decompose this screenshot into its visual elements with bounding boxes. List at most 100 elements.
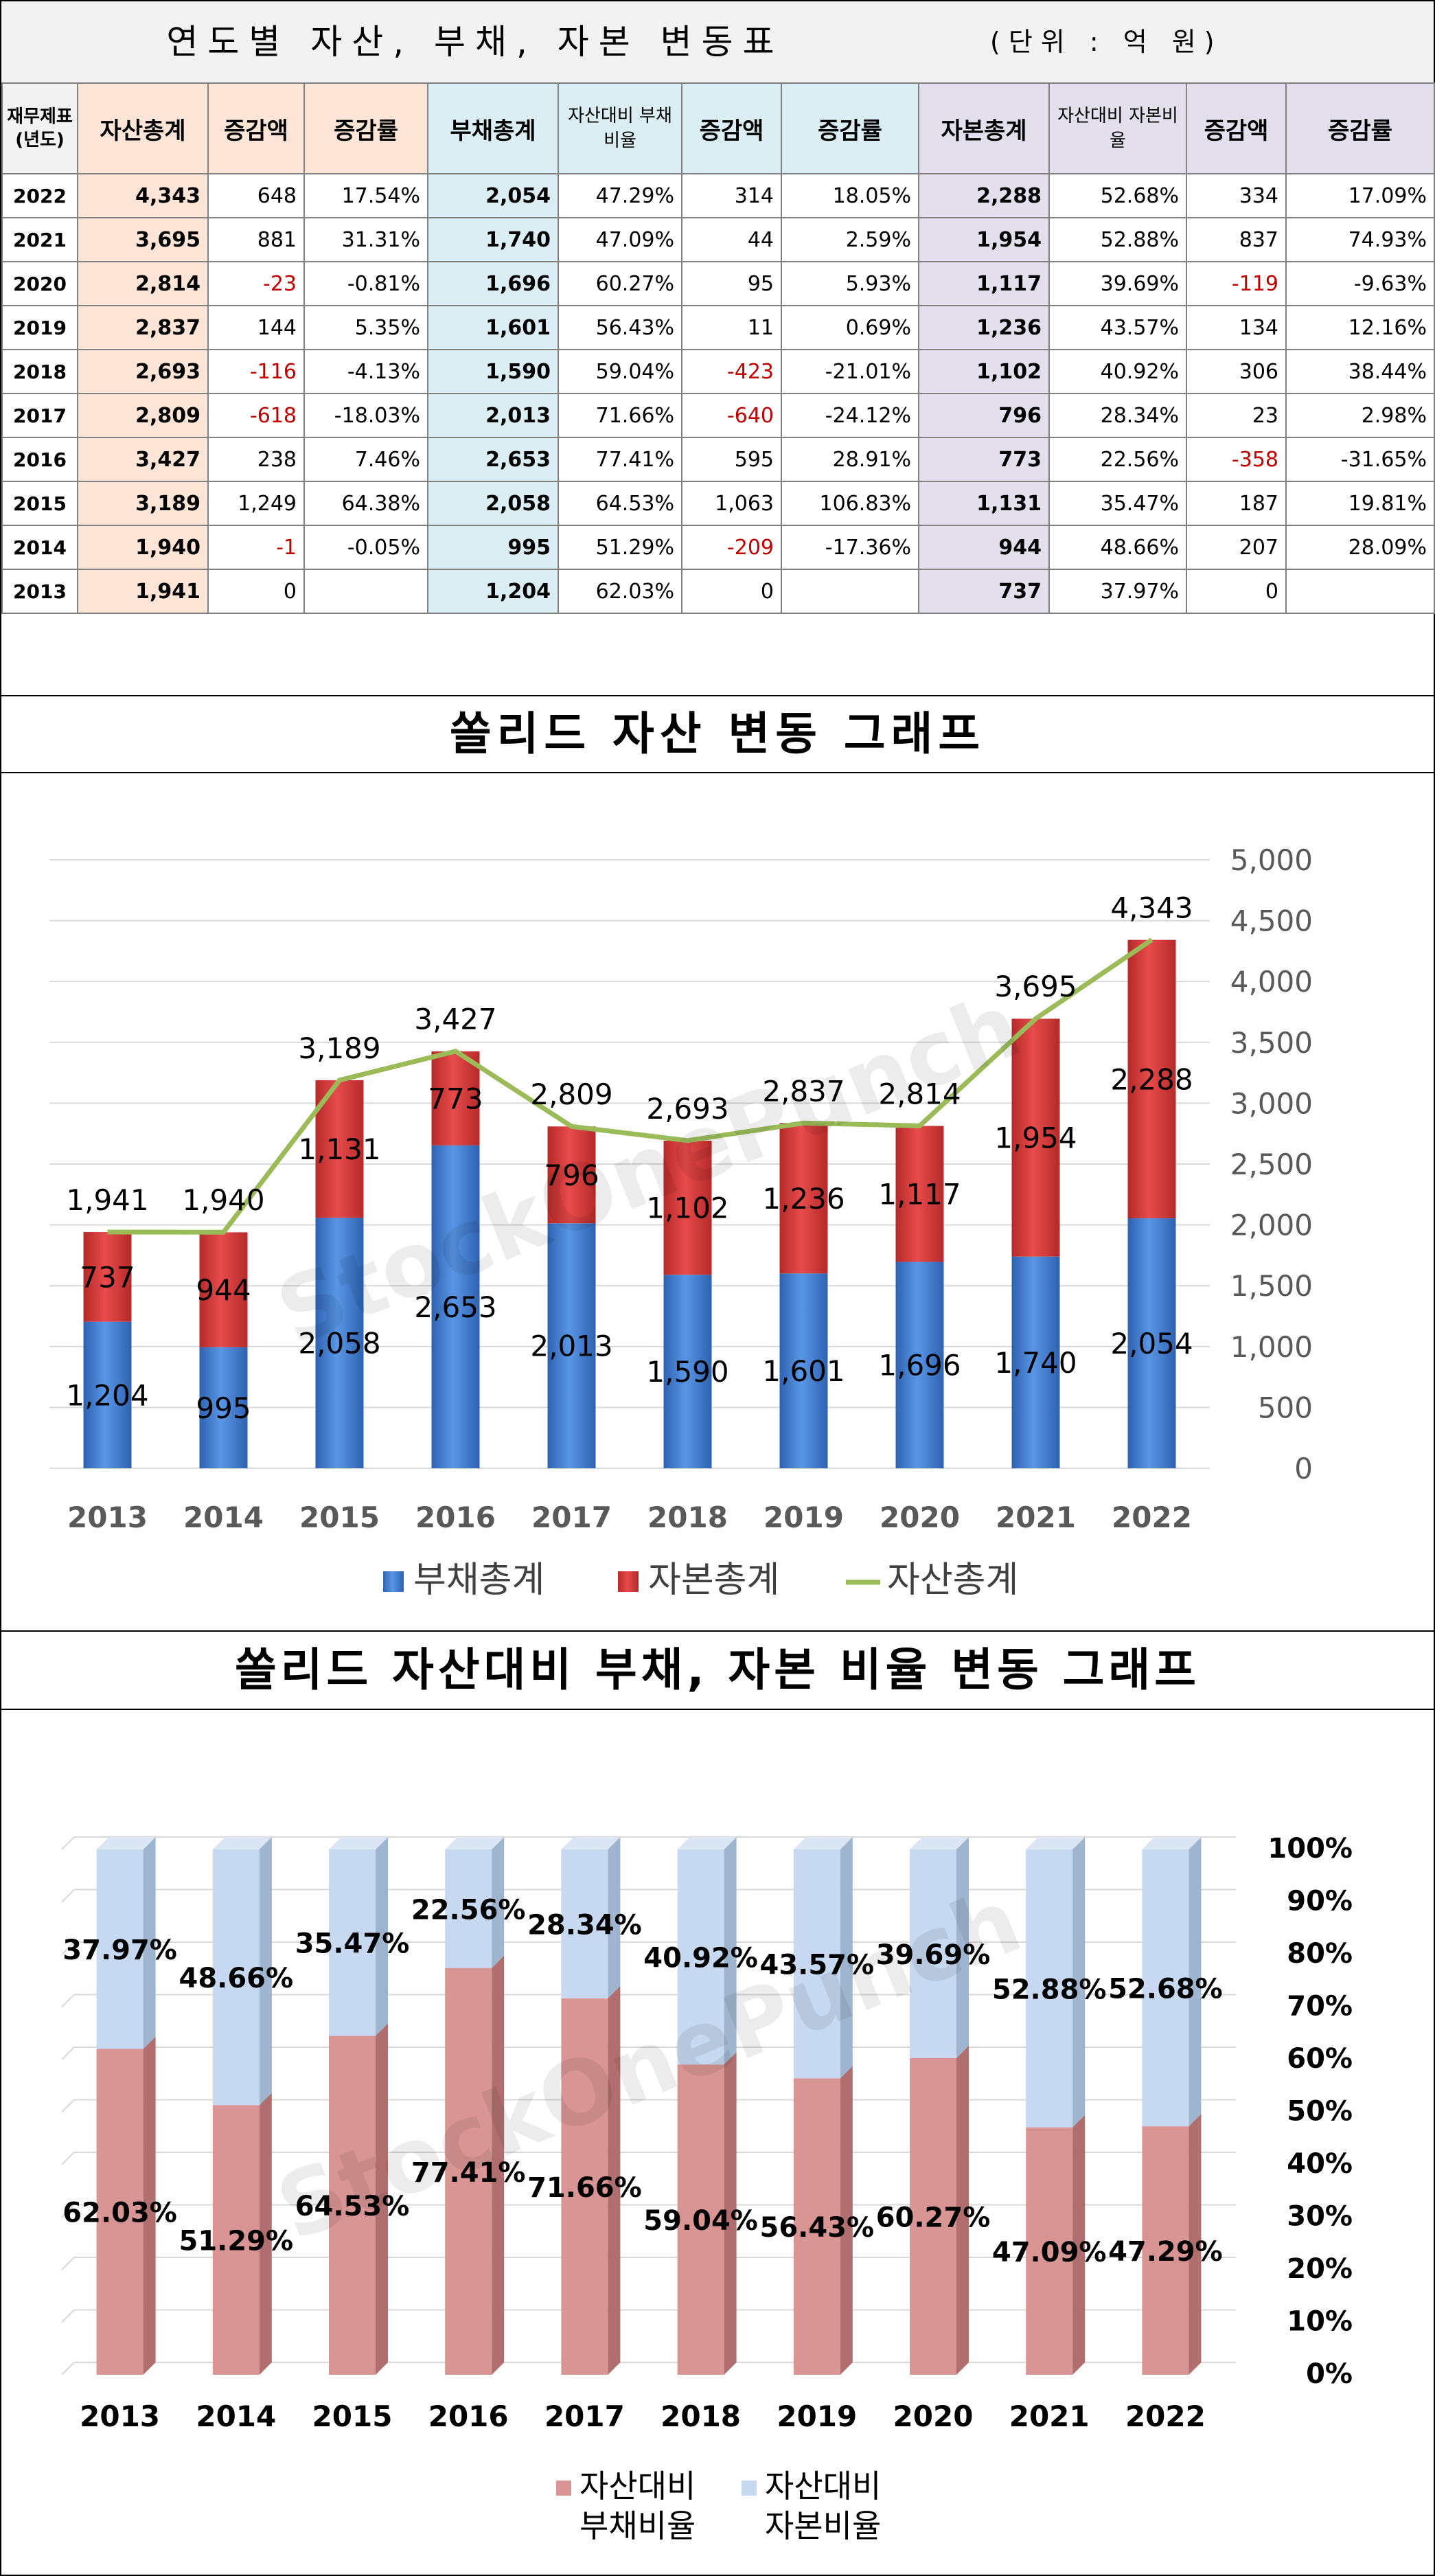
header-capital-rate: 증감률	[1285, 82, 1435, 174]
capital-ratio-bar	[561, 1849, 608, 1998]
y-tick-label: 50%	[1287, 2096, 1353, 2128]
x-tick-label: 2018	[661, 2400, 741, 2433]
capital-bar	[779, 1123, 828, 1274]
table-cell-c-ratio: 39.69%	[1048, 261, 1187, 306]
capital-ratio-bar-top	[96, 1837, 156, 1849]
y-tick-label: 0	[1294, 1452, 1313, 1485]
capital-bar	[663, 1140, 712, 1275]
financial-table: 재무제표(년도) 자산총계 증감액 증감률 부채총계 자산대비 부채비율 증감액…	[1, 82, 1435, 614]
capital-ratio-bar-side	[724, 1837, 737, 2065]
table-cell-d-ratio: 60.27%	[558, 261, 682, 306]
debt-value-label: 1,590	[646, 1355, 728, 1389]
table-cell-c-chg: -358	[1186, 437, 1287, 482]
table-cell-a-rate: 5.35%	[303, 305, 428, 350]
debt-ratio-bar-side	[259, 2093, 272, 2375]
table-title-bar: 연도별 자산, 부채, 자본 변동표 (단위 : 억 원)	[1, 1, 1434, 84]
debt-bar	[83, 1321, 132, 1468]
table-cell-d-chg: 1,063	[681, 481, 782, 526]
gridline-depth	[61, 2309, 75, 2323]
capital-ratio-bar-top	[793, 1837, 853, 1849]
table-cell-year: 2022	[1, 173, 78, 218]
table-cell-d-rate: 18.05%	[781, 173, 919, 218]
table-cell-year: 2016	[1, 437, 78, 482]
capital-ratio-bar-side	[608, 1837, 621, 1998]
capital-ratio-label: 52.88%	[992, 1974, 1107, 2005]
table-cell-a-chg: -23	[207, 261, 305, 306]
table-cell-a-chg: 0	[207, 569, 305, 614]
table-cell-cap: 773	[918, 437, 1050, 482]
debt-ratio-label: 47.09%	[992, 2237, 1107, 2268]
legend-capital-swatch	[618, 1571, 639, 1592]
asset-total-label: 2,814	[878, 1077, 961, 1110]
debt-bar	[663, 1275, 712, 1468]
table-cell-cap: 2,288	[918, 173, 1050, 218]
table-cell-a-chg: 144	[207, 305, 305, 350]
debt-bar	[315, 1218, 364, 1468]
capital-ratio-bar	[212, 1849, 260, 2106]
table-cell-asset: 4,343	[77, 173, 209, 218]
table-cell-d-ratio: 71.66%	[558, 393, 682, 438]
capital-value-label: 1,117	[878, 1178, 961, 1211]
capital-value-label: 1,954	[994, 1121, 1077, 1155]
y-tick-label: 2,500	[1230, 1148, 1313, 1181]
table-cell-year: 2014	[1, 525, 78, 570]
y-tick-label: 40%	[1287, 2148, 1353, 2180]
gridline-depth	[61, 1941, 75, 1955]
capital-bar	[1127, 939, 1176, 1219]
debt-value-label: 1,601	[762, 1354, 845, 1388]
table-cell-debt: 2,054	[427, 173, 559, 218]
table-row: 2014 1,940 -1 -0.05% 995 51.29% -209 -17.36% 944…	[1, 525, 1435, 570]
debt-ratio-bar-side	[608, 1985, 621, 2375]
table-cell-d-ratio: 47.29%	[558, 173, 682, 218]
table-cell-c-chg: 187	[1186, 481, 1287, 526]
asset-total-label: 1,941	[66, 1183, 148, 1217]
table-cell-c-ratio: 40.92%	[1048, 349, 1187, 394]
capital-ratio-bar	[793, 1849, 840, 2079]
table-cell-a-rate: -4.13%	[303, 349, 428, 394]
capital-ratio-bar	[910, 1849, 956, 2058]
legend-capital-ratio-swatch	[742, 2481, 757, 2496]
asset-total-label: 3,189	[298, 1031, 380, 1065]
capital-ratio-bar-top	[445, 1837, 505, 1849]
debt-ratio-bar-side	[376, 2023, 388, 2375]
table-cell-year: 2015	[1, 481, 78, 526]
table-cell-a-chg: -116	[207, 349, 305, 394]
y-tick-label: 500	[1258, 1391, 1313, 1424]
table-cell-asset: 1,940	[77, 525, 209, 570]
debt-ratio-bar	[1142, 2126, 1189, 2375]
capital-ratio-bar-top	[329, 1837, 388, 1849]
capital-bar	[547, 1126, 596, 1224]
table-cell-a-chg: 881	[207, 217, 305, 262]
table-cell-d-rate: 5.93%	[781, 261, 919, 306]
debt-ratio-bar-side	[1072, 2115, 1086, 2375]
table-cell-a-rate: 17.54%	[303, 173, 428, 218]
table-cell-debt: 1,590	[427, 349, 559, 394]
table-row: 2016 3,427 238 7.46% 2,653 77.41% 595 28.91% 773…	[1, 437, 1435, 482]
table-cell-cap: 796	[918, 393, 1050, 438]
capital-ratio-bar-top	[212, 1837, 272, 1849]
table-cell-c-ratio: 28.34%	[1048, 393, 1187, 438]
capital-ratio-bar-top	[561, 1837, 621, 1849]
debt-ratio-label: 64.53%	[295, 2191, 410, 2222]
table-cell-debt: 2,013	[427, 393, 559, 438]
debt-bar	[1127, 1218, 1176, 1468]
table-row: 2019 2,837 144 5.35% 1,601 56.43% 11 0.69% 1,236…	[1, 305, 1435, 350]
x-tick-label: 2019	[777, 2400, 857, 2433]
debt-bar	[199, 1347, 248, 1468]
table-cell-d-chg: 95	[681, 261, 782, 306]
asset-total-label: 4,343	[1110, 891, 1193, 924]
table-cell-a-chg: 238	[207, 437, 305, 482]
table-header-row: 재무제표(년도) 자산총계 증감액 증감률 부채총계 자산대비 부채비율 증감액…	[1, 82, 1435, 174]
table-cell-d-rate: 0.69%	[781, 305, 919, 350]
capital-value-label: 773	[428, 1082, 483, 1115]
table-cell-c-ratio: 52.68%	[1048, 173, 1187, 218]
table-cell-c-chg: 23	[1186, 393, 1287, 438]
table-cell-d-ratio: 77.41%	[558, 437, 682, 482]
table-row: 2021 3,695 881 31.31% 1,740 47.09% 44 2.59% 1,95…	[1, 217, 1435, 262]
asset-total-label: 2,837	[762, 1074, 845, 1108]
debt-ratio-bar-side	[1189, 2114, 1202, 2375]
capital-ratio-label: 40.92%	[643, 1943, 758, 1974]
table-cell-a-rate: -0.81%	[303, 261, 428, 306]
x-tick-label: 2021	[996, 1501, 1076, 1534]
table-cell-year: 2017	[1, 393, 78, 438]
